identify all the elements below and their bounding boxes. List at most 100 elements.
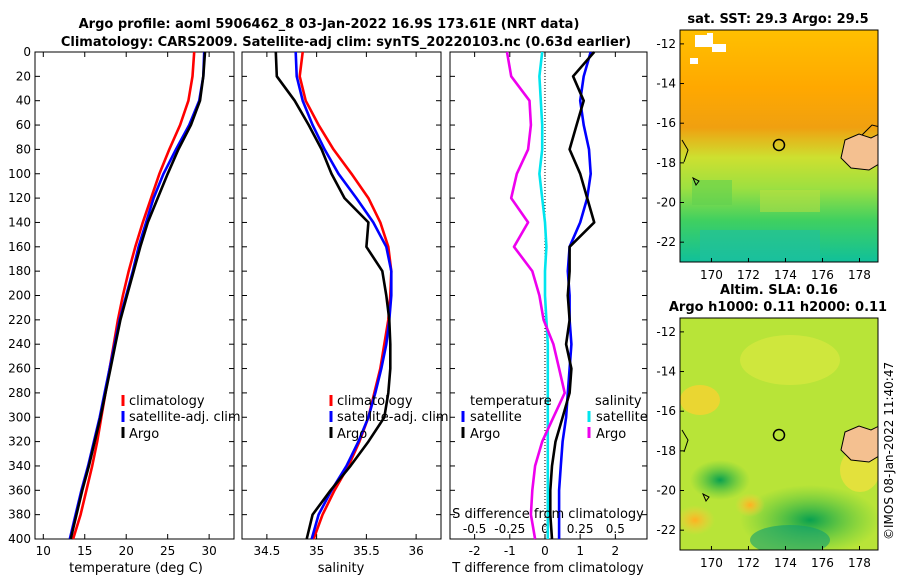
map-y-tick-label: -14 (656, 365, 676, 379)
y-tick-label: 180 (8, 264, 31, 278)
y-tick-label: 220 (8, 313, 31, 327)
y-tick-label: 0 (23, 45, 31, 59)
map-x-tick-label: 170 (700, 268, 723, 282)
difference-xlabel-top: S difference from climatology (452, 507, 644, 522)
x-tick-label: 10 (36, 544, 51, 558)
x-tick-label: 0 (541, 544, 549, 558)
y-tick-label: 140 (8, 215, 31, 229)
credit-text: ©IMOS 08-Jan-2022 11:40:47 (882, 362, 896, 540)
legend-title-temperature: temperature (470, 394, 552, 409)
map-x-tick-label: 178 (848, 268, 871, 282)
x-tick-label: 35.5 (353, 544, 380, 558)
y-tick-label: 40 (16, 94, 31, 108)
legend-label-climatology: climatology (337, 394, 413, 409)
series-argo (69, 51, 207, 540)
y-tick-label: 240 (8, 337, 31, 351)
map-y-tick-label: -12 (656, 37, 676, 51)
salinity-legend: climatology satellite-adj. clim Argo (329, 394, 449, 442)
figure-title-line1: Argo profile: aoml 5906462_8 03-Jan-2022… (79, 17, 580, 32)
y-tick-label: 340 (8, 459, 31, 473)
map-y-tick-label: -20 (656, 484, 676, 498)
y-tick-label: 300 (8, 410, 31, 424)
y-tick-label: 200 (8, 289, 31, 303)
x-tick-label: 34.5 (254, 544, 281, 558)
map-y-tick-label: -20 (656, 196, 676, 210)
x-tick-label: 2 (612, 544, 620, 558)
sst-map-axes: 170 172 174 176 178 -12 -14 -16 -18 -20 -22 (656, 37, 871, 282)
y-tick-label: 80 (16, 142, 31, 156)
legend-label-argo: Argo (337, 427, 367, 442)
sla-map-axes: 170 172 174 176 178 -12 -14 -16 -18 -20 -22 (656, 325, 871, 570)
x-tick-label: 20 (119, 544, 134, 558)
map-x-tick-label: 172 (737, 556, 760, 570)
sst-map-frame (679, 29, 879, 263)
sla-map-title-line2: Argo h1000: 0.11 h2000: 0.11 (669, 300, 887, 315)
map-y-tick-label: -12 (656, 325, 676, 339)
y-tick-label: 320 (8, 435, 31, 449)
top-x-tick-label: 0.25 (567, 522, 594, 536)
map-y-tick-label: -14 (656, 77, 676, 91)
series-climatology (71, 51, 196, 540)
legend-label-argo: Argo (129, 427, 159, 442)
sst-map-title: sat. SST: 29.3 Argo: 29.5 (687, 12, 868, 27)
top-x-tick-label: -0.5 (463, 522, 486, 536)
map-y-tick-label: -18 (656, 444, 676, 458)
y-tick-label: 380 (8, 508, 31, 522)
legend-label-t-satellite: satellite (470, 410, 522, 425)
salinity-panel: 34.5 35 35.5 36 (241, 51, 442, 558)
series-satellite-adj-clim (294, 51, 393, 540)
temperature-panel: 0 20 40 60 80 100 120 140 160 180 200 220 240 260 280 3… (8, 45, 235, 558)
sst-argo-marker (772, 138, 786, 152)
x-tick-label: 15 (77, 544, 92, 558)
map-x-tick-label: 176 (811, 556, 834, 570)
difference-legend: temperature satellite Argo salinity sate… (461, 394, 648, 442)
series-argo (274, 51, 392, 540)
temperature-frame (34, 51, 235, 540)
sla-argo-marker (772, 428, 786, 442)
sla-map-frame (679, 317, 879, 551)
map-y-tick-label: -18 (656, 156, 676, 170)
sst-map-image (680, 30, 878, 262)
map-x-tick-label: 170 (700, 556, 723, 570)
y-tick-label: 260 (8, 362, 31, 376)
map-x-tick-label: 172 (737, 268, 760, 282)
y-tick-label: 360 (8, 483, 31, 497)
x-tick-label: -1 (504, 544, 516, 558)
legend-title-salinity: salinity (595, 394, 642, 409)
map-y-tick-label: -22 (656, 235, 676, 249)
salinity-frame (241, 51, 442, 540)
legend-label-climatology: climatology (129, 394, 205, 409)
top-x-tick-label: -0.25 (494, 522, 525, 536)
top-x-tick-label: 0.5 (606, 522, 625, 536)
map-x-tick-label: 174 (774, 556, 797, 570)
series-salinity-argo (505, 51, 567, 540)
legend-label-satellite: satellite-adj. clim (129, 410, 241, 425)
map-y-tick-label: -22 (656, 523, 676, 537)
sla-map-image (680, 318, 878, 550)
x-tick-label: 35 (309, 544, 324, 558)
legend-label-s-satellite: satellite (596, 410, 648, 425)
map-x-tick-label: 176 (811, 268, 834, 282)
legend-label-satellite: satellite-adj. clim (337, 410, 449, 425)
x-tick-label: 36 (408, 544, 423, 558)
map-y-tick-label: -16 (656, 404, 676, 418)
y-tick-label: 60 (16, 118, 31, 132)
difference-xlabel: T difference from climatology (451, 561, 644, 576)
series-salinity-satellite (538, 51, 550, 539)
temperature-legend: climatology satellite-adj. clim Argo (121, 394, 241, 442)
map-y-tick-label: -16 (656, 116, 676, 130)
series-temperature-satellite (557, 51, 593, 539)
temperature-xlabel: temperature (deg C) (69, 561, 203, 576)
map-x-tick-label: 178 (848, 556, 871, 570)
y-tick-label: 120 (8, 191, 31, 205)
legend-label-s-argo: Argo (596, 427, 626, 442)
legend-label-t-argo: Argo (470, 427, 500, 442)
x-tick-label: 30 (201, 544, 216, 558)
y-tick-label: 280 (8, 386, 31, 400)
figure-title-line2: Climatology: CARS2009. Satellite-adj cli… (61, 35, 631, 50)
y-tick-label: 400 (8, 532, 31, 546)
x-tick-label: -2 (469, 544, 481, 558)
x-tick-label: 25 (160, 544, 175, 558)
